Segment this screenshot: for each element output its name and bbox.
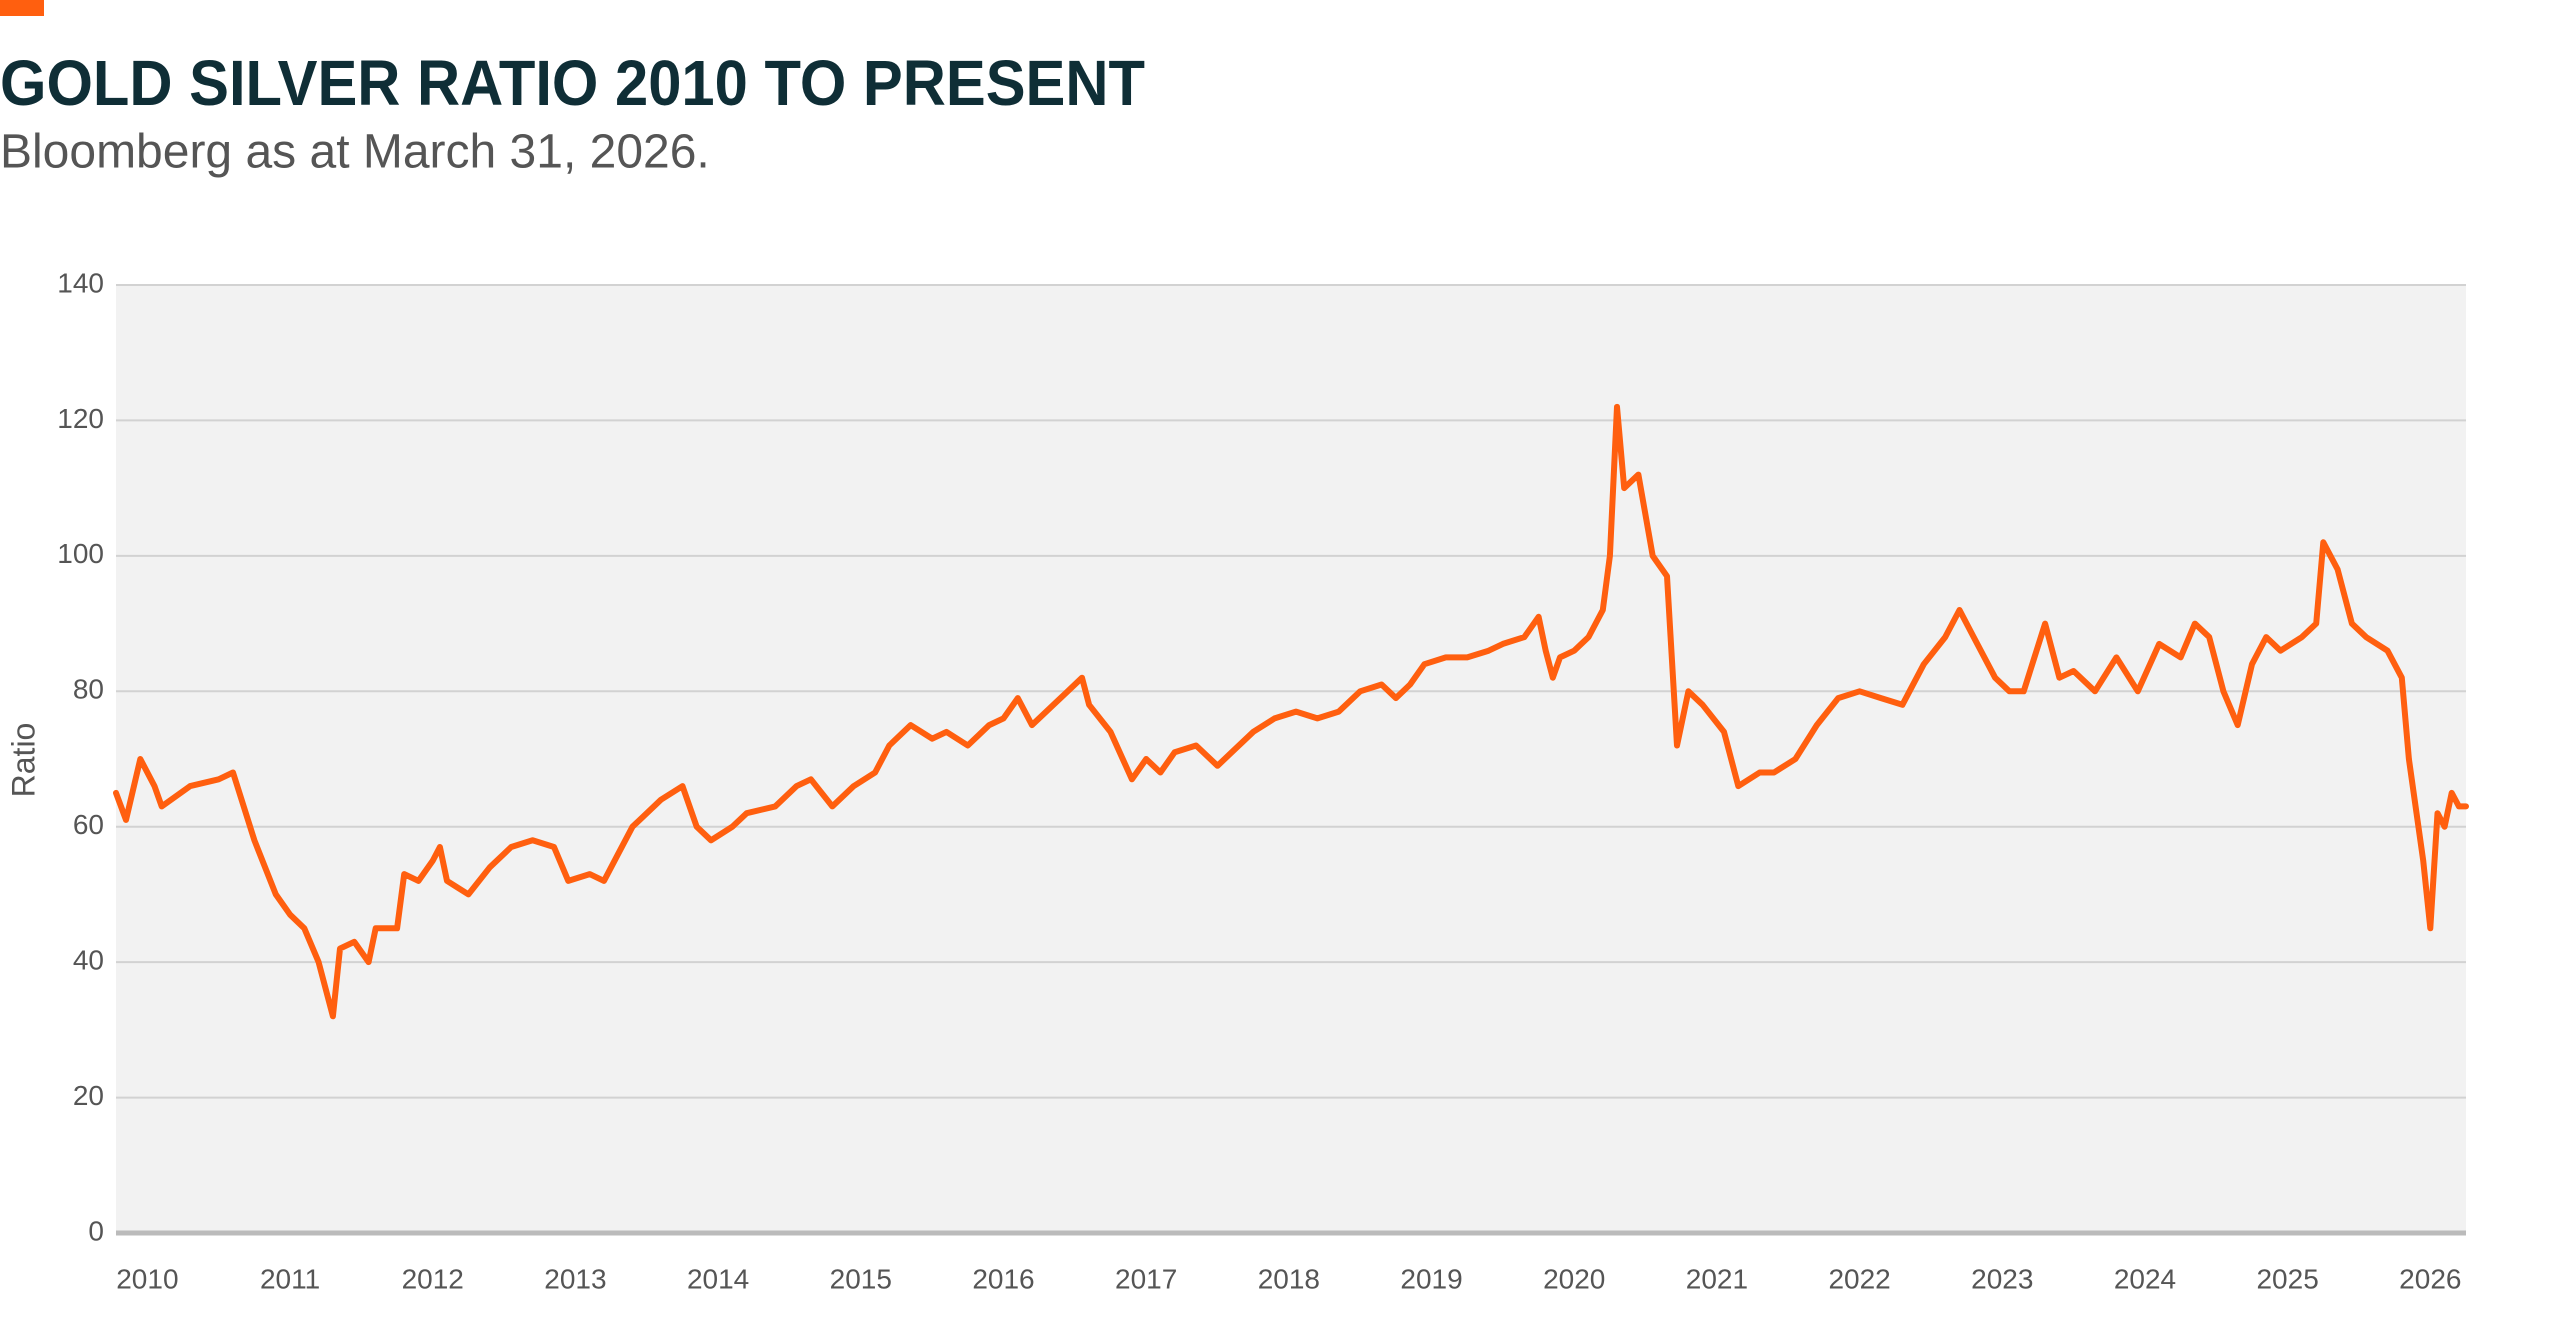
y-tick-label: 20 <box>73 1080 104 1111</box>
x-tick-label: 2014 <box>687 1263 749 1294</box>
x-tick-label: 2019 <box>1400 1263 1462 1294</box>
x-tick-label: 2022 <box>1828 1263 1890 1294</box>
chart-title: GOLD SILVER RATIO 2010 TO PRESENT <box>0 47 1145 119</box>
x-tick-label: 2018 <box>1258 1263 1320 1294</box>
x-tick-label: 2024 <box>2114 1263 2176 1294</box>
y-axis-label: Ratio <box>5 723 41 798</box>
chart-subtitle: Bloomberg as at March 31, 2026. <box>0 126 710 179</box>
x-tick-label: 2017 <box>1115 1263 1177 1294</box>
data-line <box>113 403 2469 1020</box>
y-tick-label: 140 <box>57 267 104 298</box>
y-tick-label: 100 <box>57 538 104 569</box>
y-tick-label: 120 <box>57 403 104 434</box>
y-tick-label: 40 <box>73 945 104 976</box>
x-tick-label: 2012 <box>402 1263 464 1294</box>
y-tick-label: 80 <box>73 674 104 705</box>
x-tick-label: 2025 <box>2256 1263 2318 1294</box>
x-tick-label: 2015 <box>830 1263 892 1294</box>
x-tick-label: 2011 <box>260 1263 320 1294</box>
y-tick-label: 0 <box>88 1215 104 1246</box>
y-tick-label: 60 <box>73 809 104 840</box>
x-tick-label: 2026 <box>2399 1263 2461 1294</box>
accent-bar <box>0 0 44 16</box>
x-tick-label: 2013 <box>544 1263 606 1294</box>
x-tick-label: 2023 <box>1971 1263 2033 1294</box>
x-tick-label: 2020 <box>1543 1263 1605 1294</box>
x-tick-label: 2010 <box>116 1263 178 1294</box>
x-tick-label: 2021 <box>1686 1263 1748 1294</box>
plot-area <box>116 285 2466 1233</box>
x-tick-label: 2016 <box>972 1263 1034 1294</box>
